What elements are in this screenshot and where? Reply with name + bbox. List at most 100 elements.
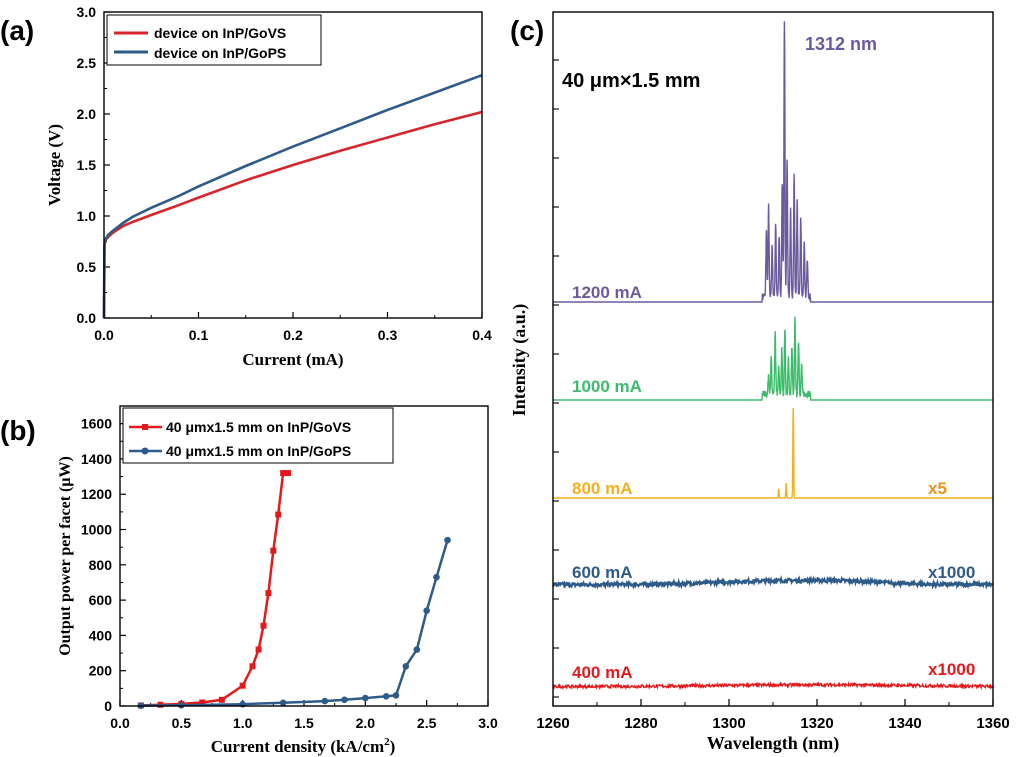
- y-tick-label-a: 0.0: [77, 310, 97, 326]
- data-point-b-0: [239, 682, 246, 689]
- data-point-b-1: [423, 607, 430, 615]
- data-point-b-1: [444, 536, 451, 544]
- panel-a-ylabel: Voltage (V): [45, 124, 64, 206]
- data-point-b-1: [413, 646, 421, 653]
- panel-a-ticks: 0.0 0.1 0.2 0.3 0.4 0.0 0.5 1.0 1.5 2.0 2.5 3.0: [77, 4, 492, 343]
- data-point-b-1: [178, 701, 185, 709]
- spectrum-trace-1: [553, 316, 993, 401]
- y-tick-label-b: 800: [89, 557, 113, 573]
- y-tick-label-b: 1200: [81, 486, 112, 502]
- x-tick-label-b: 2.5: [417, 715, 437, 731]
- trace-scale-400: x1000: [928, 660, 975, 679]
- panel-c-frame: [552, 11, 994, 707]
- panel-c-peak-label: 1312 nm: [805, 34, 877, 54]
- panel-label-c: (c): [510, 15, 544, 46]
- panel-c-xlabel: Wavelength (nm): [707, 733, 840, 754]
- x-tick-label-a: 0.3: [378, 327, 398, 343]
- data-point-b-0: [260, 622, 267, 629]
- legend-label-govs: device on InP/GoVS: [154, 25, 286, 41]
- legend-label-gops-b: 40 μmx1.5 mm on InP/GoPS: [166, 443, 351, 459]
- x-tick-label-a: 0.4: [472, 327, 492, 343]
- y-tick-label-a: 2.0: [77, 106, 97, 122]
- panel-c-spectra: 1260 1280 1300 1320 1340 1360 40 μm×1.5 mm 13…: [509, 11, 1010, 754]
- legend-marker-gops-b: [141, 447, 149, 455]
- data-point-b-0: [270, 547, 277, 554]
- data-point-b-0: [275, 511, 282, 518]
- panel-c-device-size: 40 μm×1.5 mm: [562, 70, 700, 92]
- x-tick-label-b: 0.5: [172, 715, 192, 731]
- panel-c-ylabel: Intensity (a.u.): [509, 304, 530, 417]
- data-point-b-0: [265, 590, 272, 597]
- panel-b-xlabel: Current density (kA/cm2): [211, 736, 396, 756]
- x-tick-label-c: 1300: [712, 715, 745, 732]
- data-point-b-1: [433, 573, 440, 581]
- data-point-b-0: [249, 663, 256, 670]
- y-tick-label-b: 1400: [81, 451, 112, 467]
- legend-label-govs-b: 40 μmx1.5 mm on InP/GoVS: [166, 419, 351, 435]
- x-tick-label-c: 1320: [800, 715, 833, 732]
- data-point-b-1: [402, 662, 410, 670]
- legend-marker-govs-b: [142, 424, 148, 430]
- series-line-a-0: [102, 110, 483, 319]
- trace-label-1200: 1200 mA: [572, 283, 642, 302]
- y-tick-label-a: 1.5: [77, 157, 97, 173]
- legend-label-gops: device on InP/GoPS: [154, 45, 286, 61]
- data-point-b-1: [321, 697, 329, 705]
- trace-label-1000: 1000 mA: [572, 377, 642, 396]
- spectrum-trace-2: [553, 407, 993, 499]
- x-tick-label-a: 0.2: [283, 327, 303, 343]
- x-tick-label-b: 1.0: [233, 715, 253, 731]
- trace-label-400: 400 mA: [572, 663, 632, 682]
- panel-a-legend: device on InP/GoVS device on InP/GoPS: [106, 14, 322, 66]
- data-point-b-0: [280, 470, 287, 477]
- data-point-b-1: [341, 696, 348, 704]
- data-point-b-0: [199, 699, 206, 706]
- x-tick-label-c: 1340: [888, 715, 921, 732]
- x-tick-label-c: 1260: [536, 715, 569, 732]
- y-tick-label-b: 0: [104, 698, 112, 714]
- y-tick-label-b: 1000: [81, 522, 112, 538]
- spectrum-trace-3: [552, 574, 994, 590]
- panel-label-a: (a): [0, 15, 34, 46]
- data-point-b-1: [279, 699, 287, 707]
- panel-a-xlabel: Current (mA): [242, 350, 343, 369]
- x-tick-label-c: 1280: [624, 715, 657, 732]
- panel-a-frame: [103, 11, 483, 319]
- x-tick-label-a: 0.0: [94, 327, 114, 343]
- spectrum-trace-4: [552, 681, 994, 691]
- y-tick-label-a: 2.5: [77, 55, 97, 71]
- panel-a-series: [102, 73, 483, 319]
- x-tick-label-a: 0.1: [189, 327, 209, 343]
- panel-a-voltage-current: 0.0 0.1 0.2 0.3 0.4 0.0 0.5 1.0 1.5 2.0 2.5 3.0 dev…: [45, 4, 492, 369]
- x-tick-label-b: 3.0: [478, 715, 498, 731]
- y-tick-label-a: 3.0: [77, 4, 97, 20]
- series-line-b-0: [140, 471, 289, 707]
- data-point-b-1: [392, 692, 400, 699]
- x-tick-label-c: 1360: [976, 715, 1009, 732]
- panel-b-output-power: 0.0 0.5 1.0 1.5 2.0 2.5 3.0 0 200 400 600 800 1000 12…: [57, 405, 498, 756]
- panel-b-frame: [119, 405, 489, 707]
- panel-label-b: (b): [0, 415, 36, 446]
- x-tick-label-b: 2.0: [356, 715, 376, 731]
- y-tick-label-b: 400: [89, 627, 113, 643]
- trace-label-800: 800 mA: [572, 479, 632, 498]
- panel-b-series: [137, 470, 451, 709]
- y-tick-label-a: 1.0: [77, 208, 97, 224]
- panel-b-ylabel: Output power per facet (μW): [57, 456, 74, 656]
- series-line-b-1: [140, 539, 449, 707]
- y-tick-label-b: 600: [89, 592, 113, 608]
- trace-scale-800: x5: [928, 479, 947, 498]
- series-line-a-1: [102, 73, 483, 319]
- data-point-b-0: [255, 646, 262, 653]
- panel-c-traces: [552, 21, 994, 691]
- data-point-b-1: [362, 694, 369, 702]
- panel-b-legend: 40 μmx1.5 mm on InP/GoVS 40 μmx1.5 mm on…: [122, 407, 394, 464]
- spectrum-trace-0: [553, 21, 993, 303]
- panel-c-ticks: 1260 1280 1300 1320 1340 1360: [536, 59, 1010, 732]
- trace-label-600: 600 mA: [572, 563, 632, 582]
- data-point-b-1: [382, 692, 390, 700]
- y-tick-label-a: 0.5: [77, 259, 97, 275]
- x-tick-label-b: 0.0: [110, 715, 130, 731]
- y-tick-label-b: 200: [89, 663, 113, 679]
